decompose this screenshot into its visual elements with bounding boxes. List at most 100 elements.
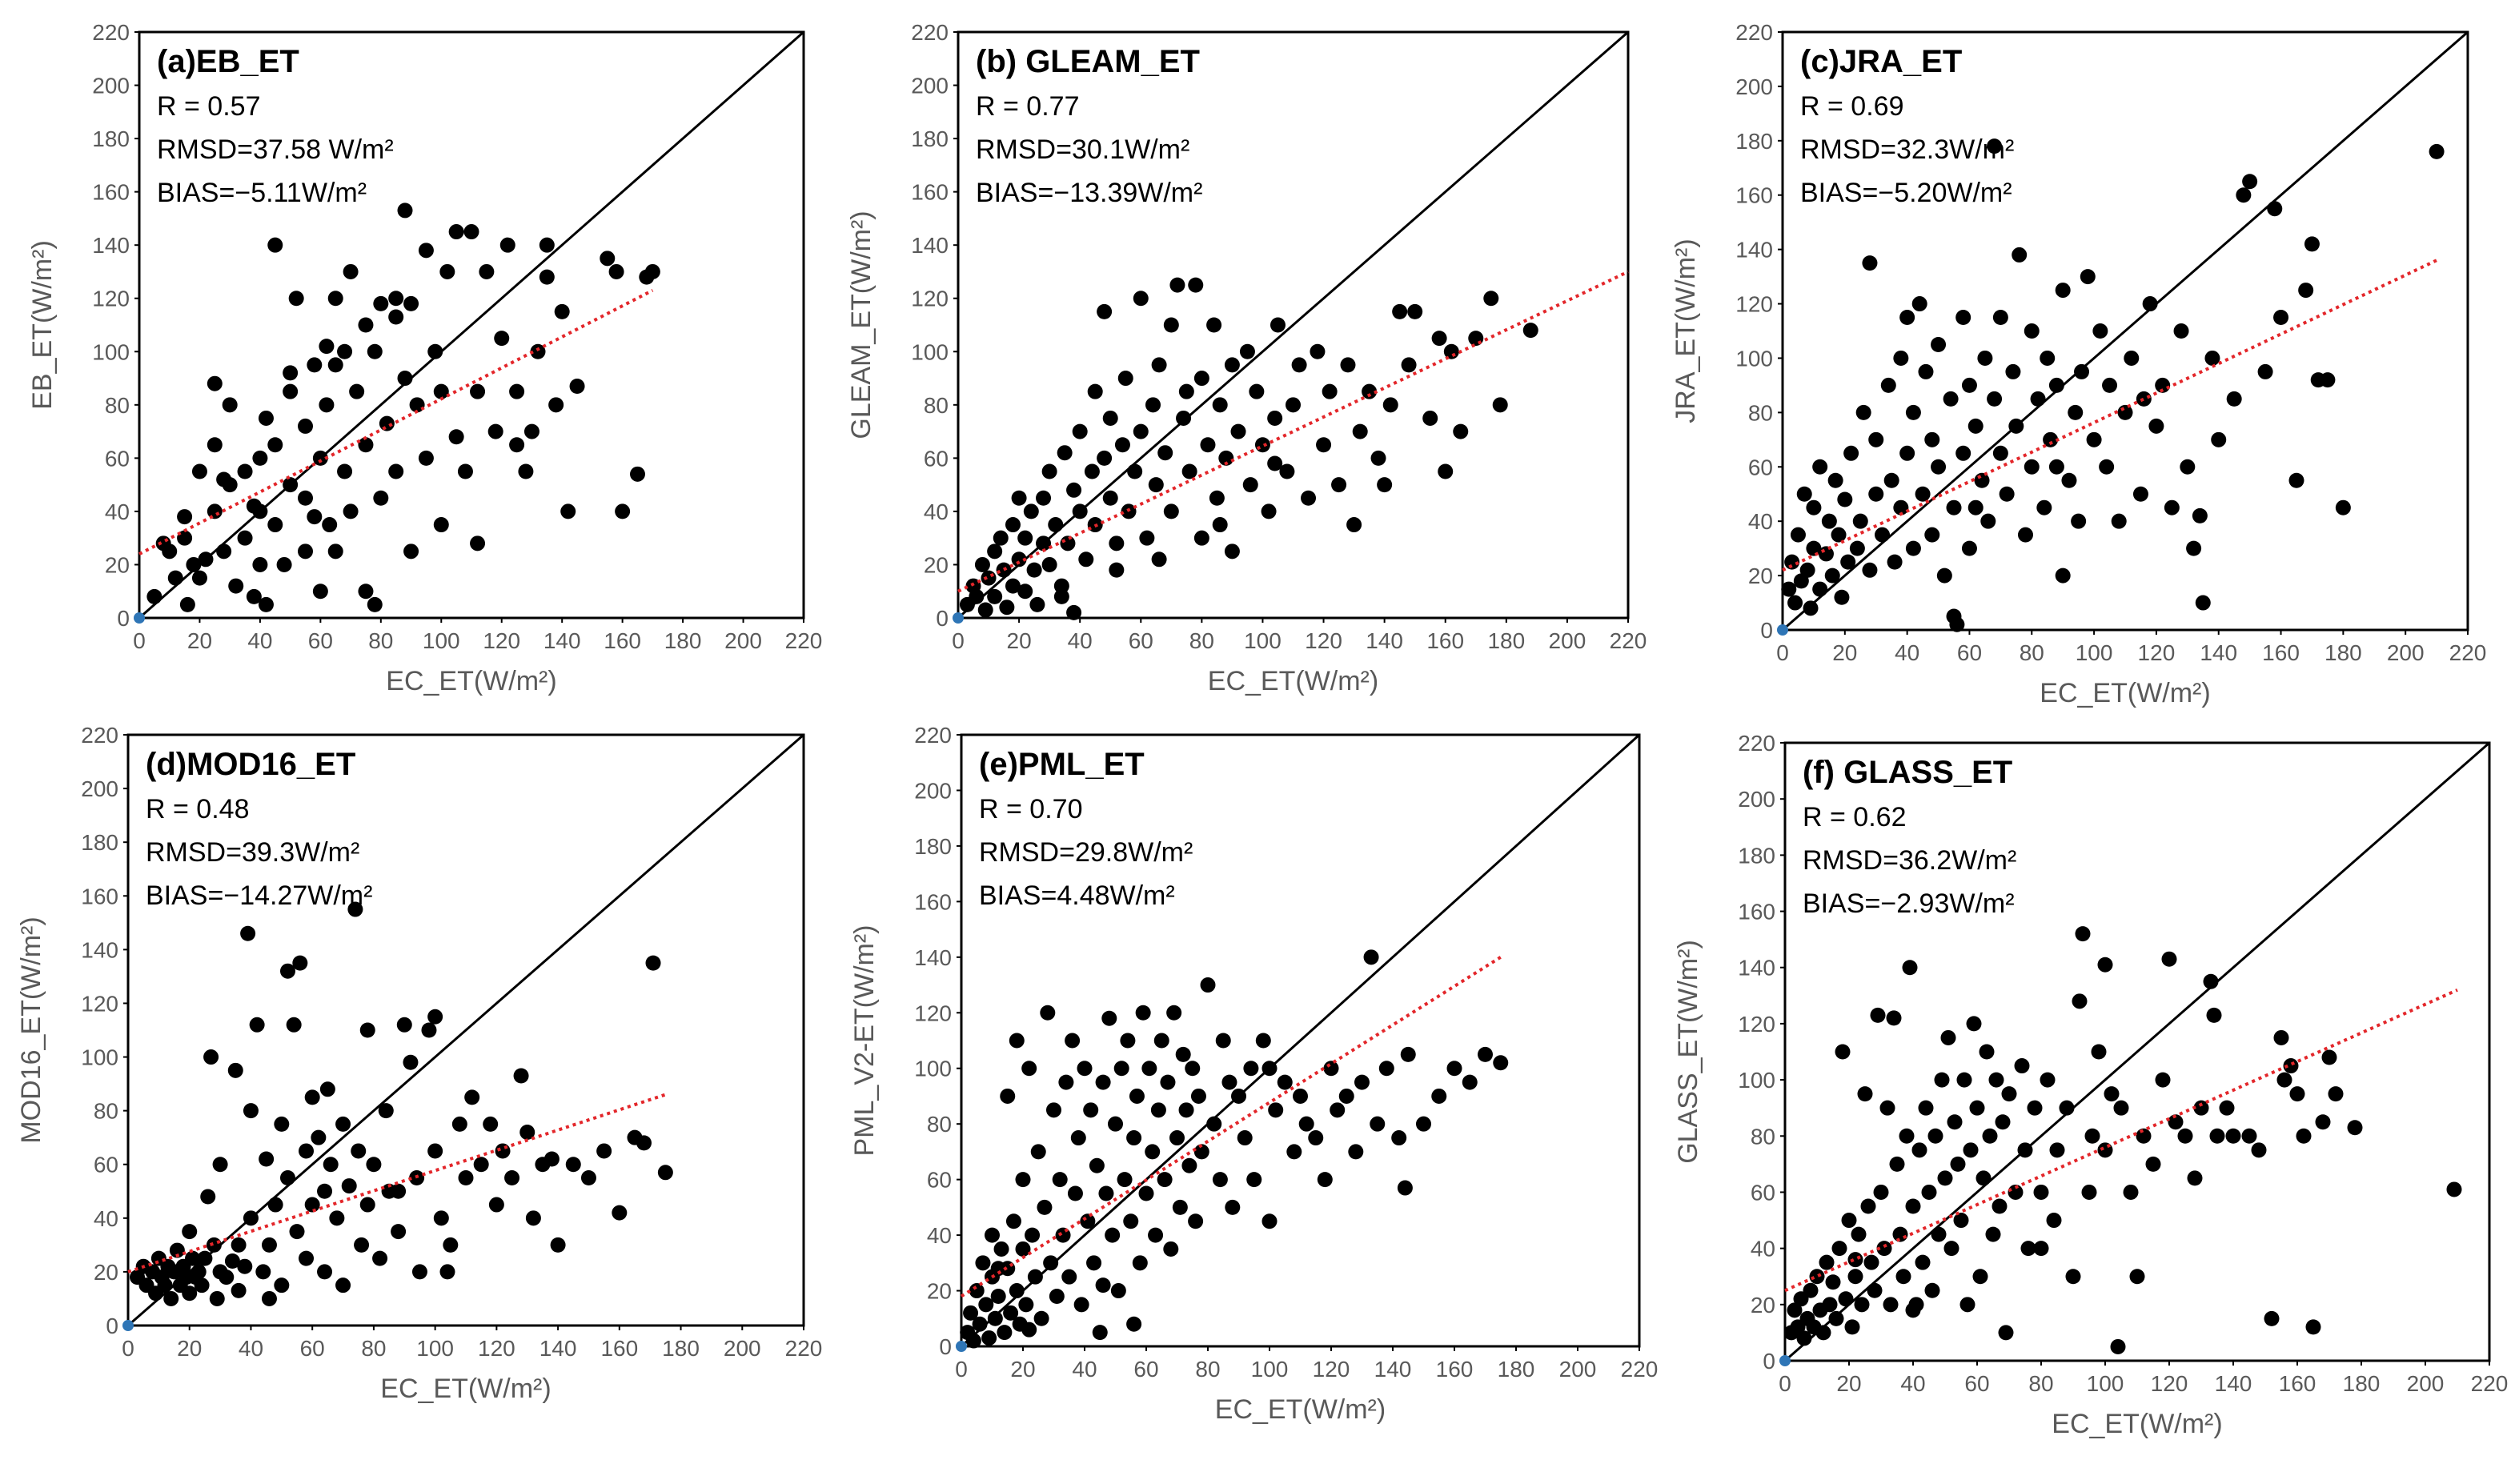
data-point: [1133, 291, 1149, 307]
data-point: [1316, 437, 1332, 453]
data-point: [1029, 596, 1045, 612]
origin-point: [1779, 1355, 1791, 1366]
data-point: [990, 1288, 1006, 1304]
data-point: [1066, 604, 1082, 620]
data-point: [283, 365, 299, 381]
data-point: [1961, 377, 1977, 393]
data-point: [1352, 423, 1368, 439]
data-point: [2267, 201, 2283, 217]
data-point: [327, 357, 343, 373]
plot-frame: [1783, 741, 2491, 1362]
y-tick-label: 120: [1738, 1012, 1775, 1037]
data-point: [977, 602, 993, 618]
data-point: [1200, 977, 1216, 993]
x-tick-label: 220: [2471, 1371, 2509, 1396]
stat-line: BIAS=−5.11W/m²: [157, 178, 367, 208]
data-point: [969, 1283, 985, 1299]
data-point: [1924, 527, 1940, 543]
data-point: [1880, 377, 1896, 393]
data-point: [1899, 445, 1915, 461]
data-point: [367, 596, 383, 612]
data-point: [1098, 1185, 1114, 1201]
data-point: [1230, 423, 1246, 439]
data-point: [530, 343, 546, 359]
data-point: [554, 303, 570, 319]
data-point: [479, 263, 495, 279]
x-tick-label: 200: [2387, 640, 2425, 665]
data-point: [1446, 1061, 1462, 1077]
panel-1: 0 20 40 60 80 100 120 140 160 180 200 220 0 20 40 60 80 1…: [27, 20, 822, 696]
data-point: [1803, 1282, 1819, 1298]
data-point: [1483, 291, 1499, 307]
y-tick-label: 0: [1760, 618, 1773, 643]
data-point: [473, 1157, 489, 1173]
data-point: [1988, 1072, 2004, 1088]
data-point: [1438, 463, 1454, 479]
data-point: [427, 1143, 443, 1159]
data-point: [1843, 445, 1859, 461]
data-point: [1102, 410, 1118, 426]
data-point: [1979, 1044, 1995, 1060]
data-point: [288, 291, 304, 307]
data-point: [539, 269, 555, 285]
data-point: [2186, 540, 2202, 556]
x-tick-label: 200: [724, 1336, 761, 1361]
panel-2: 0 20 40 60 80 100 120 140 160 180 200 220 0 20 40 60 80 1…: [846, 20, 1647, 696]
data-point: [1911, 296, 1927, 312]
data-point: [1835, 1044, 1851, 1060]
data-point: [2036, 499, 2052, 515]
data-point: [2164, 499, 2180, 515]
data-point: [1931, 336, 1947, 352]
y-tick-label: 140: [1738, 956, 1775, 981]
data-point: [2305, 1319, 2321, 1335]
y-tick-label: 220: [911, 20, 949, 45]
regression-fit-line: [127, 1093, 666, 1273]
data-point: [1129, 1088, 1145, 1104]
y-tick-label: 220: [1738, 731, 1775, 756]
data-point: [182, 1285, 198, 1302]
y-tick-label: 80: [1748, 400, 1773, 425]
data-point: [1023, 503, 1039, 519]
data-point: [1787, 595, 1803, 611]
data-point: [319, 1081, 335, 1097]
data-point: [209, 1290, 225, 1306]
data-point: [1057, 445, 1073, 461]
data-point: [1363, 949, 1379, 965]
x-tick-label: 140: [539, 1336, 577, 1361]
data-point: [2102, 377, 2118, 393]
x-tick-label: 80: [1189, 628, 1214, 653]
data-point: [349, 383, 365, 399]
data-point: [645, 955, 661, 971]
data-point: [1261, 503, 1277, 519]
data-point: [1834, 589, 1850, 605]
x-tick-label: 60: [1129, 628, 1153, 653]
x-tick-label: 120: [2151, 1371, 2188, 1396]
data-point: [252, 556, 268, 572]
data-point: [1781, 581, 1797, 597]
data-point: [207, 375, 223, 391]
data-point: [2320, 372, 2336, 388]
one-to-one-line: [1782, 30, 2469, 632]
data-point: [1401, 357, 1417, 373]
data-point: [1148, 1227, 1164, 1243]
data-point: [433, 517, 449, 533]
data-point: [1089, 1157, 1105, 1173]
data-point: [1110, 1283, 1126, 1299]
data-point: [2129, 1269, 2145, 1285]
data-point: [1255, 1033, 1271, 1049]
data-point: [335, 1116, 351, 1132]
y-tick-label: 60: [927, 1168, 952, 1193]
data-point: [2173, 323, 2189, 339]
data-point: [1077, 1061, 1093, 1077]
data-point: [1212, 1172, 1228, 1188]
data-point: [322, 517, 338, 533]
data-point: [216, 471, 232, 487]
x-tick-label: 20: [1010, 1357, 1035, 1382]
data-point: [200, 1189, 216, 1205]
x-tick-label: 60: [1964, 1371, 1989, 1396]
data-point: [1391, 1130, 1407, 1146]
data-point: [307, 509, 323, 525]
panel-title: (d)MOD16_ET: [146, 747, 355, 782]
data-point: [1157, 1172, 1173, 1188]
